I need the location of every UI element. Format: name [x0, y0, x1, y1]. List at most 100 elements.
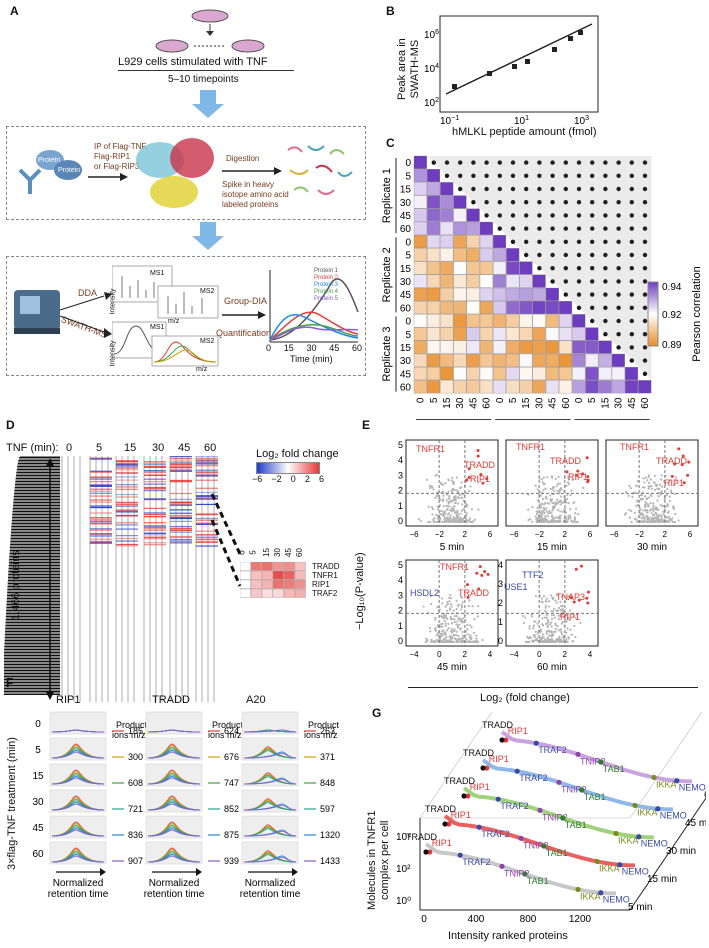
volcano-point — [452, 499, 455, 502]
volcano-point — [549, 498, 552, 501]
volcano-point — [448, 495, 451, 498]
fold-change-mark — [144, 524, 166, 527]
volcano-point — [428, 626, 432, 630]
scatter-thumbnail — [563, 186, 568, 192]
volcano-point — [543, 482, 546, 485]
ions-title: ions m/z — [208, 730, 242, 740]
heatmap-row-tick: 30 — [400, 277, 412, 288]
heatmap-cell — [453, 380, 467, 394]
volcano-point — [550, 630, 553, 633]
heatmap-cell — [493, 327, 507, 341]
volcano-point — [635, 504, 638, 507]
significant-point — [481, 481, 485, 485]
protein-name: TRADD — [463, 748, 494, 758]
protein-name: RIP1 — [508, 726, 528, 736]
heatmap-cell — [559, 340, 573, 354]
heatmap-cell — [440, 380, 454, 394]
volcano-point — [454, 499, 457, 502]
heatmap-cell — [545, 287, 559, 301]
significant-point — [585, 596, 589, 600]
heatmap-cell — [453, 367, 467, 381]
scatter-thumbnail — [629, 226, 634, 231]
volcano-point — [568, 594, 571, 597]
volcano-point — [628, 484, 631, 487]
protein-marker — [457, 852, 463, 858]
volcano-point — [445, 499, 448, 502]
volcano-point — [547, 634, 551, 637]
volcano-point — [548, 640, 551, 643]
protein-label: RIP1 — [664, 478, 684, 488]
volcano-point — [677, 519, 680, 522]
volcano-point — [545, 616, 549, 619]
volcano-title: 5 min — [440, 542, 464, 553]
volcano-point — [642, 477, 645, 480]
volcano-point — [561, 510, 564, 513]
scatter-thumbnail — [524, 173, 529, 178]
volcano-point — [534, 595, 537, 598]
panel-label-d: D — [6, 418, 15, 432]
volcano-point — [539, 511, 542, 515]
fold-change-mark — [90, 522, 112, 525]
volcano-point — [466, 628, 469, 631]
heatmap-cell — [519, 380, 533, 394]
scatter-thumbnail — [642, 371, 648, 376]
fold-change-mark — [196, 459, 218, 461]
volcano-point — [453, 620, 456, 624]
volcano-point — [452, 609, 455, 612]
protein-name: TNIP2 — [561, 784, 587, 794]
d-time-col-label: 15 — [124, 442, 137, 454]
scatter-thumbnail — [629, 213, 634, 218]
scatter-thumbnail — [590, 292, 595, 297]
e-xlabel: Log₂ (fold change) — [480, 692, 570, 704]
x-tick: 2 — [562, 530, 567, 539]
volcano-point — [573, 520, 576, 523]
volcano-point — [566, 481, 570, 484]
volcano-point — [436, 520, 439, 524]
heatmap-cell — [519, 287, 533, 301]
zoom-cell — [250, 588, 262, 598]
fold-change-mark — [116, 501, 138, 503]
fold-change-mark — [144, 486, 166, 489]
volcano-point — [528, 627, 531, 630]
scatter-thumbnail — [550, 213, 555, 218]
protein-name: TAB1 — [603, 764, 625, 774]
volcano-point — [473, 618, 476, 621]
volcano-point — [548, 509, 551, 512]
volcano-point — [542, 520, 545, 523]
volcano-point — [552, 517, 555, 520]
volcano-point — [461, 634, 465, 637]
volcano-point — [461, 630, 464, 633]
fold-change-mark — [90, 485, 112, 487]
scatter-thumbnail — [603, 226, 608, 231]
volcano-point — [441, 625, 444, 628]
protein-label: TNAP3 — [556, 592, 585, 602]
xic-trace — [147, 751, 201, 759]
zoom-cell — [240, 562, 251, 571]
volcano-point — [541, 617, 544, 620]
scatter-thumbnail — [590, 226, 595, 231]
y-tick: 4 — [398, 575, 403, 585]
volcano-point — [559, 514, 562, 517]
volcano-point — [455, 476, 459, 479]
volcano-point — [636, 480, 639, 483]
volcano-point — [450, 605, 453, 608]
scatter-thumbnail — [603, 213, 608, 218]
volcano-point — [529, 518, 532, 521]
volcano-point — [461, 520, 465, 523]
protein-name: TRAF2 — [519, 773, 548, 783]
heatmap-cell — [427, 287, 441, 301]
scatter-thumbnail — [563, 200, 568, 205]
volcano-point — [673, 520, 676, 524]
volcano-point — [560, 639, 563, 643]
y-tick: 3 — [498, 579, 503, 589]
volcano-point — [430, 506, 434, 509]
b-ylabel: Peak area in SWATH-MS — [396, 38, 421, 100]
fold-change-mark — [196, 487, 218, 489]
fold-change-mark — [170, 514, 192, 517]
fold-change-mark — [116, 484, 138, 486]
heatmap-col-tick: 45 — [548, 397, 559, 409]
volcano-point — [570, 489, 573, 492]
volcano-point — [448, 516, 452, 519]
significant-point — [585, 456, 589, 460]
significant-point — [673, 462, 677, 466]
